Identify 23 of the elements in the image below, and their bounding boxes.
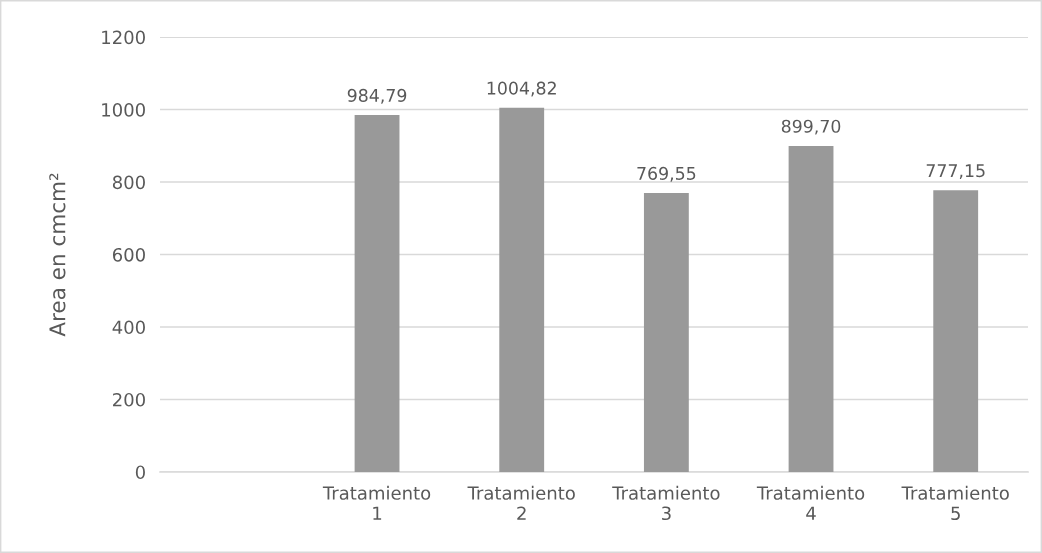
y-tick-label: 0 [135,465,145,480]
y-tick-label: 1200 [102,30,145,45]
x-tick-label: Tratamiento 2 [467,485,575,520]
y-axis-title: Area en cmcm² [49,173,66,337]
y-tick-label: 800 [112,175,145,190]
bar [788,145,834,472]
data-label: 899,70 [781,119,841,135]
x-tick-label: Tratamiento 1 [322,485,431,520]
data-label: 984,79 [347,88,407,104]
data-label: 769,55 [637,166,696,182]
bar [354,115,400,472]
bar [499,107,545,472]
y-tick-label: 200 [113,392,145,407]
y-tick-label: 600 [112,247,145,262]
data-label: 1004,82 [487,81,556,97]
x-tick-label: Tratamiento 4 [756,485,865,520]
bar [933,190,979,472]
y-tick-label: 400 [112,320,145,335]
x-tick-label: Tratamiento 3 [612,485,720,521]
x-tick-label: Tratamiento 5 [901,485,1009,521]
data-label: 777,15 [926,164,985,179]
y-tick-label: 1000 [102,103,145,117]
bar [643,193,689,472]
